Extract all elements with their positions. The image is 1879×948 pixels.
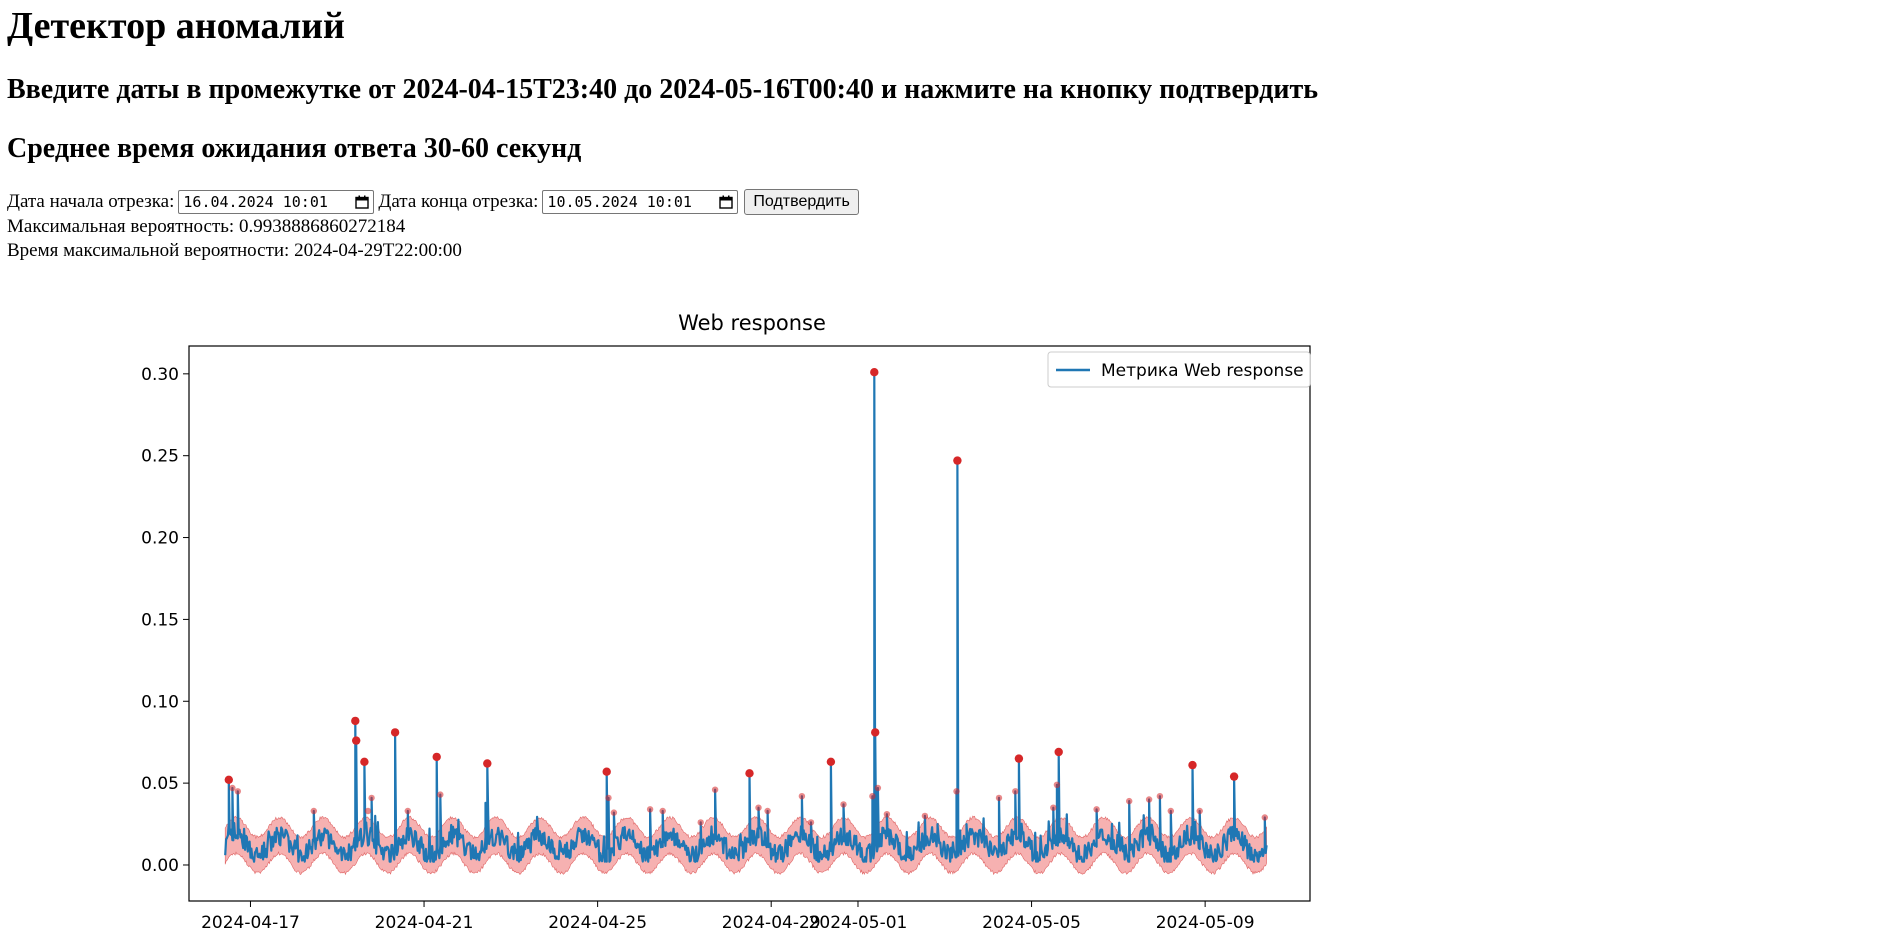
- anomaly-point: [364, 807, 372, 815]
- anomaly-point: [883, 811, 891, 818]
- anomaly-point: [697, 819, 704, 826]
- y-tick-label: 0.00: [141, 856, 179, 876]
- anomaly-point: [602, 767, 611, 776]
- anomaly-point: [1188, 760, 1197, 770]
- anomaly-point: [1093, 806, 1100, 813]
- anomaly-point: [437, 791, 444, 798]
- anomaly-point: [351, 716, 360, 726]
- anomaly-point: [871, 728, 880, 737]
- anomaly-point: [1156, 793, 1164, 800]
- anomaly-point: [1054, 747, 1063, 757]
- anomaly-point: [1167, 807, 1175, 815]
- wait-time-note: Среднее время ожидания ответа 30-60 секу…: [7, 133, 582, 164]
- y-tick-label: 0.05: [141, 774, 179, 794]
- x-tick-label: 2024-05-09: [1156, 913, 1255, 933]
- series-line-web-response: [224, 371, 1268, 863]
- submit-button[interactable]: Подтвердить: [744, 189, 859, 215]
- calendar-icon[interactable]: [719, 195, 734, 209]
- anomaly-point: [368, 794, 375, 802]
- anomaly-point: [234, 788, 241, 795]
- anomaly-point: [840, 801, 847, 808]
- anomaly-point: [390, 728, 400, 737]
- end-date-input[interactable]: 10.05.2024 10:01: [542, 190, 739, 214]
- end-date-label: Дата конца отрезка:: [378, 191, 539, 212]
- max-probability-time-row: Время максимальной вероятности: 2024-04-…: [7, 239, 1872, 263]
- plot-frame: [188, 345, 1311, 902]
- anomaly-point: [1196, 807, 1203, 815]
- anomaly-point: [1012, 788, 1019, 795]
- x-tick-label: 2024-04-25: [548, 913, 647, 933]
- anomaly-point: [870, 368, 879, 377]
- anomaly-point: [352, 736, 361, 745]
- anomaly-point: [646, 806, 654, 813]
- chart-legend: Метрика Web response: [1047, 351, 1311, 388]
- date-form: Дата начала отрезка: 16.04.2024 10:01 Да…: [7, 189, 1872, 215]
- legend-entry: Метрика Web response: [1101, 361, 1304, 381]
- anomaly-point: [745, 769, 754, 778]
- calendar-icon[interactable]: [355, 195, 370, 209]
- page-title: Детектор аномалий: [7, 5, 345, 47]
- anomaly-point: [610, 809, 618, 816]
- x-tick-label: 2024-04-29: [722, 913, 821, 933]
- max-probability-value: 0.9938886860272184: [238, 216, 406, 237]
- x-tick-label: 2024-04-17: [201, 913, 300, 933]
- anomaly-point: [360, 757, 369, 766]
- x-tick-label: 2024-04-21: [375, 913, 474, 933]
- x-tick-label: 2024-05-01: [809, 913, 908, 933]
- anomaly-point: [953, 456, 962, 465]
- anomaly-point: [826, 757, 836, 766]
- anomaly-point: [764, 807, 771, 815]
- anomaly-point: [1229, 772, 1239, 781]
- anomaly-point: [1126, 797, 1133, 805]
- anomaly-point: [1053, 781, 1061, 788]
- anomaly-point: [605, 794, 612, 802]
- start-date-input[interactable]: 16.04.2024 10:01: [178, 190, 375, 214]
- anomaly-point: [807, 819, 815, 826]
- y-tick-label: 0.20: [141, 529, 179, 549]
- x-tick-label: 2024-05-05: [982, 913, 1081, 933]
- anomaly-point: [1261, 814, 1269, 821]
- anomaly-point: [432, 752, 441, 762]
- anomaly-point: [1050, 804, 1057, 811]
- legend-box: [1047, 351, 1311, 388]
- chart-container: Web response 0.00 0.05 0.10 0.15 0.20 0.25 0.3…: [0, 300, 1879, 943]
- page: Детектор аномалий Введите даты в промежу…: [0, 0, 1879, 263]
- web-response-chart: Web response 0.00 0.05 0.10 0.15 0.20 0.25 0.3…: [141, 311, 1311, 933]
- anomaly-point: [711, 786, 719, 793]
- chart-title: Web response: [678, 311, 826, 335]
- y-tick-label: 0.25: [141, 447, 179, 467]
- date-range-instruction: Введите даты в промежутке от 2024-04-15T…: [7, 74, 1319, 105]
- anomaly-point: [310, 807, 317, 815]
- y-tick-label: 0.15: [141, 610, 179, 630]
- anomaly-point: [224, 775, 233, 784]
- anomaly-point: [229, 784, 236, 792]
- anomaly-point: [995, 794, 1003, 802]
- anomaly-point: [874, 784, 882, 792]
- anomaly-point: [1014, 754, 1024, 763]
- anomaly-point: [921, 812, 929, 820]
- anomaly-point: [404, 807, 411, 815]
- anomaly-point: [798, 793, 806, 800]
- max-probability-row: Максимальная вероятность: 0.993888686027…: [7, 215, 1872, 239]
- anomaly-point: [659, 807, 666, 815]
- y-tick-label: 0.10: [141, 692, 179, 712]
- anomaly-point: [1145, 796, 1153, 803]
- anomaly-point: [755, 804, 762, 811]
- max-probability-label: Максимальная вероятность:: [7, 216, 235, 237]
- start-date-value: 16.04.2024 10:01: [183, 193, 328, 211]
- end-date-value: 10.05.2024 10:01: [547, 193, 692, 211]
- anomaly-point: [869, 793, 876, 800]
- anomaly-point: [483, 759, 492, 768]
- max-probability-time-label: Время максимальной вероятности:: [7, 240, 290, 261]
- start-date-label: Дата начала отрезка:: [7, 191, 175, 212]
- max-probability-time-value: 2024-04-29T22:00:00: [294, 240, 462, 261]
- anomaly-point: [953, 788, 960, 795]
- y-tick-label: 0.30: [141, 365, 179, 385]
